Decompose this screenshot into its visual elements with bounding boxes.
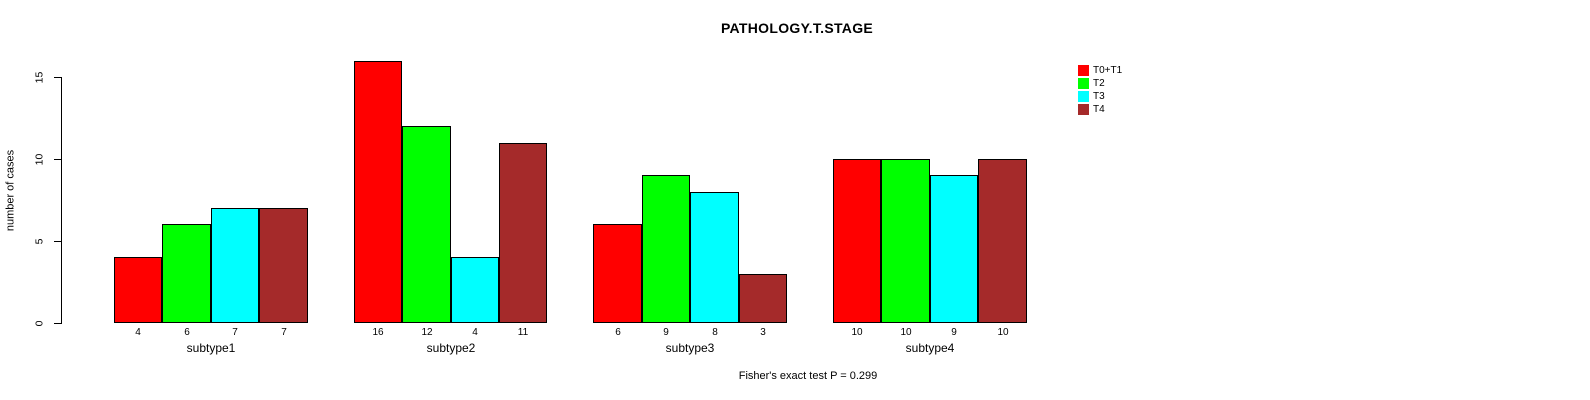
bar [162,224,211,323]
bar [642,175,690,323]
bar-value-label: 10 [997,327,1009,338]
y-axis-line [61,77,62,323]
y-tick [54,159,62,160]
legend-swatch [1078,91,1089,102]
bar-value-label: 4 [135,327,141,338]
bar-value-label: 4 [472,327,478,338]
bar-value-label: 6 [615,327,621,338]
legend-swatch [1078,78,1089,89]
legend-swatch [1078,104,1089,115]
category-label: subtype3 [665,341,715,355]
bar [690,192,739,323]
y-axis-label: number of cases [4,149,17,232]
legend-item: T2 [1078,77,1122,90]
bar-value-label: 7 [232,327,238,338]
legend-item: T3 [1078,90,1122,103]
bar [402,126,451,323]
bar [833,159,881,323]
legend: T0+T1 T2 T3 T4 [1078,64,1122,116]
y-tick-label: 0 [33,320,46,327]
category-label: subtype2 [426,341,476,355]
bar-value-label: 9 [951,327,957,338]
y-tick-label: 10 [33,153,46,166]
bar [259,208,308,323]
y-tick [54,323,62,324]
bar-value-label: 12 [421,327,433,338]
bar-value-label: 16 [372,327,384,338]
category-label: subtype1 [186,341,236,355]
chart-title: PATHOLOGY.T.STAGE [720,20,874,36]
legend-swatch [1078,65,1089,76]
bar-value-label: 6 [184,327,190,338]
bar [354,61,402,323]
bar [593,224,642,323]
bar-value-label: 8 [712,327,718,338]
legend-label: T2 [1093,78,1105,89]
y-tick [54,77,62,78]
bar [930,175,978,323]
legend-label: T3 [1093,91,1105,102]
category-label: subtype4 [905,341,955,355]
bar [978,159,1027,323]
y-tick-label: 15 [33,71,46,84]
bar-value-label: 9 [663,327,669,338]
bar-value-label: 3 [760,327,766,338]
bar [739,274,787,323]
legend-item: T4 [1078,103,1122,116]
bar [451,257,499,323]
bar-value-label: 7 [281,327,287,338]
bar-value-label: 10 [851,327,863,338]
bar-value-label: 10 [900,327,912,338]
bar [114,257,162,323]
y-tick-label: 5 [33,238,46,245]
bar-value-label: 11 [517,327,529,338]
legend-item: T0+T1 [1078,64,1122,77]
legend-label: T0+T1 [1093,65,1123,76]
legend-label: T4 [1093,104,1105,115]
y-tick [54,241,62,242]
bar [211,208,259,323]
bar [499,143,547,323]
annotation-text: Fisher's exact test P = 0.299 [738,370,878,382]
bar [881,159,930,323]
